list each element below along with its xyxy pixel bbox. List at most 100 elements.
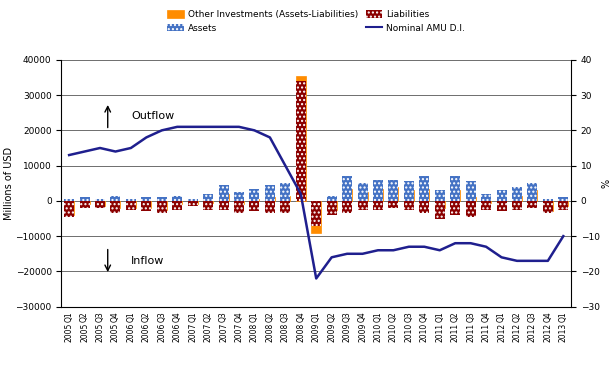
Bar bbox=[64, 201, 74, 217]
Bar bbox=[64, 201, 74, 215]
Bar bbox=[342, 176, 352, 201]
Text: 2012: 2012 bbox=[543, 322, 553, 342]
Text: Q1: Q1 bbox=[126, 311, 136, 322]
Bar bbox=[404, 201, 414, 210]
Text: Q1: Q1 bbox=[497, 311, 506, 322]
Bar bbox=[111, 201, 120, 208]
Bar bbox=[249, 201, 260, 211]
Bar bbox=[450, 190, 460, 201]
Bar bbox=[203, 201, 213, 203]
Bar bbox=[527, 201, 537, 208]
Bar bbox=[389, 180, 398, 201]
Text: 2005: 2005 bbox=[80, 322, 89, 342]
Bar bbox=[373, 188, 383, 201]
Bar bbox=[172, 196, 182, 201]
Bar bbox=[342, 201, 352, 213]
Bar bbox=[95, 201, 105, 206]
Bar bbox=[265, 201, 275, 213]
Bar bbox=[141, 201, 152, 211]
Bar bbox=[126, 199, 136, 201]
Bar bbox=[373, 180, 383, 201]
Bar bbox=[404, 201, 414, 210]
Text: Q3: Q3 bbox=[528, 311, 537, 322]
Bar bbox=[249, 188, 260, 201]
Bar bbox=[389, 201, 398, 208]
Bar bbox=[95, 201, 105, 208]
Bar bbox=[80, 201, 90, 208]
Text: 2012: 2012 bbox=[513, 322, 521, 342]
Bar bbox=[265, 201, 275, 213]
Bar bbox=[126, 201, 136, 210]
Bar bbox=[95, 199, 105, 201]
Text: 2006: 2006 bbox=[157, 322, 166, 342]
Bar bbox=[311, 201, 321, 208]
Text: Q1: Q1 bbox=[312, 311, 321, 322]
Bar bbox=[281, 183, 290, 201]
Bar bbox=[342, 176, 352, 201]
Bar bbox=[373, 201, 383, 210]
Bar bbox=[419, 201, 429, 213]
Bar bbox=[373, 201, 383, 210]
Bar bbox=[404, 190, 414, 201]
Bar bbox=[419, 176, 429, 201]
Bar bbox=[80, 197, 90, 201]
Bar bbox=[296, 196, 306, 201]
Bar bbox=[188, 201, 198, 206]
Bar bbox=[389, 180, 398, 201]
Bar bbox=[512, 187, 522, 201]
Legend: Other Investments (Assets-Liabilities), Assets, Liabilities, Nominal AMU D.I.: Other Investments (Assets-Liabilities), … bbox=[167, 10, 465, 33]
Bar bbox=[111, 196, 120, 201]
Bar bbox=[481, 201, 491, 210]
Bar bbox=[172, 201, 182, 205]
Bar bbox=[327, 201, 336, 210]
Text: 2006: 2006 bbox=[142, 322, 151, 342]
Text: Q3: Q3 bbox=[281, 311, 290, 322]
Bar bbox=[543, 201, 553, 211]
Bar bbox=[203, 201, 213, 210]
Bar bbox=[450, 176, 460, 201]
Bar bbox=[219, 194, 228, 201]
Bar bbox=[465, 197, 476, 201]
Bar bbox=[543, 199, 553, 201]
Text: 2013: 2013 bbox=[559, 322, 568, 342]
Bar bbox=[527, 183, 537, 201]
Bar bbox=[373, 180, 383, 201]
Bar bbox=[497, 201, 507, 211]
Bar bbox=[481, 201, 491, 203]
Bar bbox=[80, 201, 90, 205]
Bar bbox=[419, 188, 429, 201]
Text: Q1: Q1 bbox=[435, 311, 445, 322]
Bar bbox=[172, 201, 182, 210]
Text: 2005: 2005 bbox=[96, 322, 104, 342]
Bar bbox=[219, 201, 228, 210]
Text: 2010: 2010 bbox=[373, 322, 383, 342]
Bar bbox=[435, 190, 445, 201]
Bar bbox=[357, 183, 368, 201]
Bar bbox=[95, 201, 105, 208]
Bar bbox=[64, 199, 74, 201]
Bar bbox=[558, 197, 569, 201]
Text: Q2: Q2 bbox=[389, 311, 398, 322]
Text: 2007: 2007 bbox=[219, 322, 228, 342]
Text: 2006: 2006 bbox=[126, 322, 136, 342]
Bar bbox=[465, 181, 476, 201]
Text: Q4: Q4 bbox=[297, 311, 305, 322]
Text: 2007: 2007 bbox=[235, 322, 244, 342]
Bar bbox=[419, 201, 429, 213]
Text: Q3: Q3 bbox=[405, 311, 413, 322]
Bar bbox=[435, 190, 445, 201]
Bar bbox=[512, 201, 522, 210]
Bar bbox=[157, 201, 167, 213]
Bar bbox=[64, 201, 74, 217]
Text: Q4: Q4 bbox=[173, 311, 182, 322]
Bar bbox=[465, 181, 476, 201]
Bar bbox=[281, 201, 290, 213]
Y-axis label: Millions of USD: Millions of USD bbox=[4, 147, 14, 220]
Bar bbox=[435, 201, 445, 218]
Text: Q2: Q2 bbox=[80, 311, 89, 322]
Text: Q4: Q4 bbox=[420, 311, 429, 322]
Bar bbox=[188, 201, 198, 205]
Bar bbox=[357, 201, 368, 210]
Bar bbox=[311, 201, 321, 226]
Text: 2011: 2011 bbox=[481, 322, 491, 342]
